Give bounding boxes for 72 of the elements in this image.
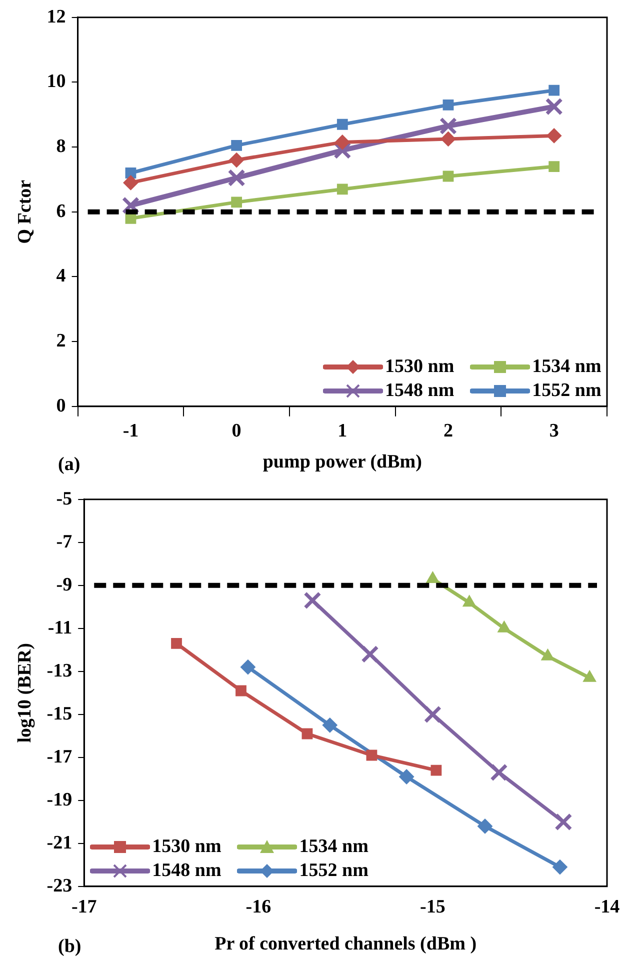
x-tick-label: 3: [549, 420, 559, 442]
y-tick-label: -11: [48, 617, 72, 638]
point: [240, 660, 256, 675]
y-tick-label: -17: [46, 746, 73, 768]
y-tick-label: -19: [46, 789, 72, 810]
point: [477, 818, 492, 834]
point: [545, 98, 563, 116]
point: [304, 592, 322, 610]
x-tick-label: -1: [122, 420, 139, 442]
point: [361, 645, 379, 664]
point: [490, 764, 508, 782]
legend-label: 1548 nm: [152, 860, 222, 882]
point: [440, 131, 456, 146]
y-tick-label: 4: [56, 266, 66, 287]
point: [548, 84, 560, 96]
point: [228, 169, 246, 187]
x-axis-title: pump power (dBm): [262, 452, 422, 473]
point: [554, 813, 572, 831]
point: [229, 152, 244, 168]
x-tick-label: 1: [338, 420, 348, 442]
point: [171, 638, 182, 649]
point: [336, 184, 348, 195]
x-tick-label: 0: [232, 420, 242, 442]
point: [430, 764, 442, 776]
y-tick-label: 10: [46, 71, 66, 92]
x-tick-label: -14: [594, 896, 620, 918]
legend-label: 1552 nm: [532, 380, 602, 402]
point: [442, 170, 454, 182]
point: [231, 140, 242, 151]
y-tick-label: 0: [56, 395, 66, 416]
point: [442, 99, 454, 110]
legend-label: 1530 nm: [385, 356, 454, 378]
point: [302, 728, 313, 740]
legend-label: 1534 nm: [299, 836, 368, 858]
x-tick-label: -16: [246, 896, 272, 918]
y-axis-title: log10 (BER): [14, 643, 36, 743]
point: [336, 118, 348, 130]
y-tick-label: -15: [46, 703, 72, 724]
point: [231, 196, 242, 208]
point: [366, 750, 378, 761]
point: [322, 718, 338, 733]
y-tick-label: -13: [46, 660, 72, 682]
point: [123, 175, 138, 190]
point: [546, 128, 562, 144]
point: [236, 685, 246, 696]
point: [548, 161, 560, 172]
point: [334, 134, 350, 150]
y-tick-label: -23: [46, 875, 72, 896]
y-tick-label: 6: [56, 200, 66, 222]
text: (a): [58, 454, 80, 476]
x-axis-title: Pr of converted channels (dBm ): [214, 934, 477, 955]
y-tick-label: -21: [46, 832, 72, 854]
x-tick-label: -17: [71, 896, 98, 918]
text: (b): [58, 936, 82, 958]
y-tick-label: -9: [56, 574, 72, 596]
point: [552, 860, 568, 875]
point: [399, 769, 414, 784]
point: [462, 595, 476, 607]
x-tick-label: 2: [443, 420, 453, 442]
y-tick-label: -5: [56, 488, 72, 510]
legend-label: 1548 nm: [385, 380, 454, 402]
y-tick-label: 8: [56, 136, 66, 157]
y-axis-title: Q Fctor: [14, 179, 36, 244]
y-tick-label: 2: [56, 330, 66, 352]
legend-label: 1530 nm: [152, 836, 222, 858]
y-tick-label: -7: [56, 531, 73, 552]
x-tick-label: -15: [420, 896, 446, 918]
y-tick-label: 12: [46, 6, 66, 28]
legend-label: 1552 nm: [299, 860, 368, 882]
legend-label: 1534 nm: [532, 356, 602, 378]
point: [424, 706, 442, 724]
point: [439, 117, 458, 135]
